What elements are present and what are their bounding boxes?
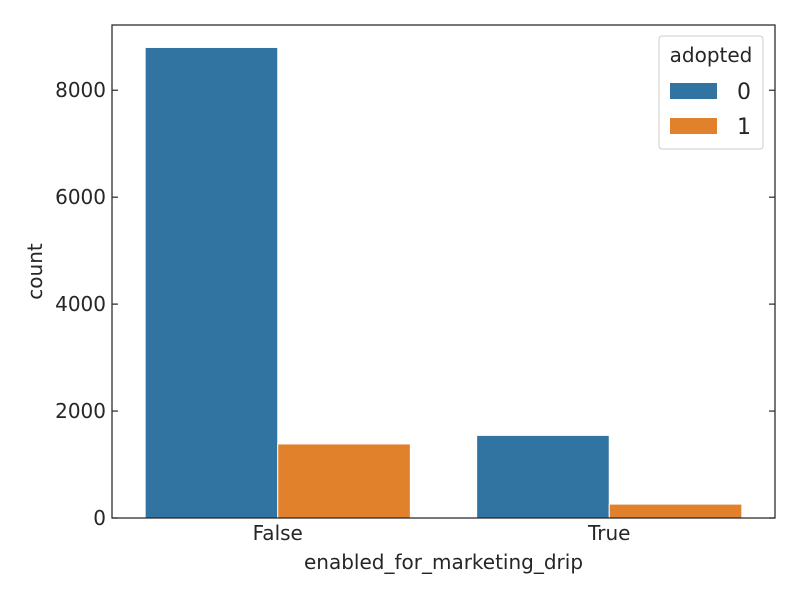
legend-label-0: 0 — [737, 80, 751, 105]
bar-true-series-1 — [608, 503, 743, 519]
x-axis-ticks: False True — [253, 521, 631, 545]
bar-false-series-1 — [277, 443, 411, 519]
x-tick-label: False — [253, 521, 303, 545]
x-axis-label: enabled_for_marketing_drip — [304, 550, 583, 574]
y-tick-label: 6000 — [55, 185, 106, 209]
legend: adopted 0 1 — [658, 35, 764, 150]
y-axis-ticks: 0 2000 4000 6000 8000 — [55, 78, 775, 530]
bar-true-series-0 — [476, 434, 610, 519]
x-tick-label: True — [587, 521, 630, 545]
bars-group — [144, 46, 743, 519]
bar-false-series-0 — [144, 46, 279, 519]
y-tick-label: 2000 — [55, 399, 106, 423]
y-tick-label: 4000 — [55, 292, 106, 316]
y-axis-label: count — [23, 243, 47, 300]
y-tick-label: 0 — [93, 506, 106, 530]
legend-swatch-1 — [670, 118, 717, 134]
legend-swatch-0 — [670, 83, 717, 99]
legend-title: adopted — [670, 43, 753, 67]
y-tick-label: 8000 — [55, 78, 106, 102]
legend-label-1: 1 — [737, 115, 751, 140]
axes-frame — [111, 24, 776, 519]
